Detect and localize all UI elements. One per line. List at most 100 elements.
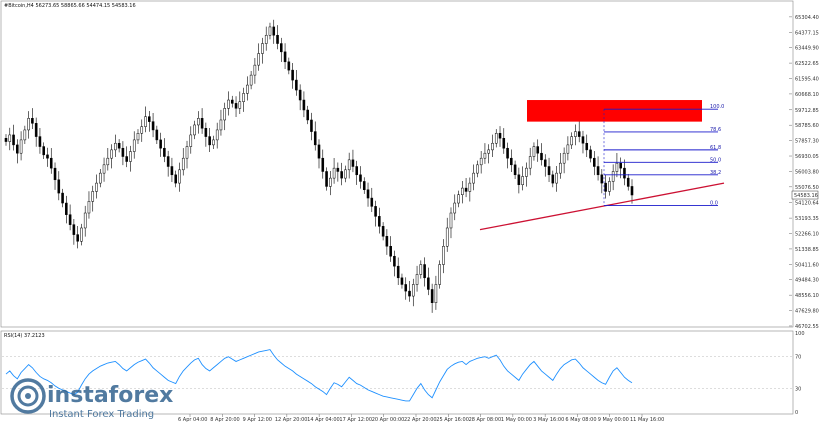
candle-body xyxy=(125,156,128,162)
candle-body xyxy=(581,136,585,144)
candle-body xyxy=(238,101,242,109)
instaforex-watermark: instaforex Instant Forex Trading xyxy=(10,378,173,420)
candle-body xyxy=(506,147,509,159)
y-tick-label: 52266.10 xyxy=(795,232,819,238)
y-tick-label: 53193.35 xyxy=(795,216,819,222)
candle-body xyxy=(562,152,566,164)
candle-body xyxy=(230,99,234,104)
candle-body xyxy=(110,149,113,159)
candle-body xyxy=(80,227,83,242)
candle-body xyxy=(170,166,174,176)
candle-body xyxy=(313,131,317,146)
candle-body xyxy=(532,146,536,157)
candle-body xyxy=(336,167,340,172)
candle-body xyxy=(442,245,445,265)
candle-body xyxy=(159,139,162,149)
current-price-label: 54583.16 xyxy=(794,193,818,199)
candle-body xyxy=(272,26,276,36)
candle-body xyxy=(630,186,634,196)
candle-body xyxy=(155,129,159,141)
candle-body xyxy=(551,174,555,184)
candle-body xyxy=(98,172,102,184)
candle-body xyxy=(415,274,419,285)
rsi-tick-label: 0 xyxy=(795,410,798,416)
current-price-tag xyxy=(791,190,819,200)
candle-body xyxy=(276,34,279,44)
fib-level-label: 61.8 xyxy=(710,145,721,151)
candle-body xyxy=(227,99,230,109)
candle-body xyxy=(528,156,532,169)
candle-body xyxy=(393,255,396,267)
candle-body xyxy=(83,212,87,229)
candle-body xyxy=(261,43,264,54)
candles-layer xyxy=(4,19,634,313)
y-tick-label: 59712.85 xyxy=(795,108,819,114)
candle-body xyxy=(212,139,215,146)
candle-body xyxy=(385,236,389,247)
candle-body xyxy=(445,227,449,247)
candle-body xyxy=(181,157,185,171)
candle-body xyxy=(268,26,272,36)
x-tick-label: 20 Apr 00:00 xyxy=(372,417,405,423)
candle-body xyxy=(479,157,483,166)
candle-body xyxy=(404,284,408,292)
y-tick-label: 46702.55 xyxy=(795,324,819,330)
candle-body xyxy=(197,118,200,126)
candle-body xyxy=(536,146,540,154)
rsi-tick-label: 30 xyxy=(795,386,801,392)
x-tick-label: 28 Apr 08:00 xyxy=(469,417,502,423)
watermark-brand: instaforex xyxy=(47,383,173,408)
candle-body xyxy=(457,194,460,204)
candle-body xyxy=(517,174,521,186)
x-tick-label: 12 Apr 20:00 xyxy=(275,417,308,423)
candle-body xyxy=(374,206,377,217)
candle-body xyxy=(23,129,27,141)
candle-body xyxy=(257,53,260,66)
candle-body xyxy=(381,226,385,237)
x-tick-label: 11 May 16:00 xyxy=(630,417,664,423)
y-tick-label: 60668.10 xyxy=(795,92,819,98)
candle-body xyxy=(95,182,98,192)
candle-body xyxy=(332,167,336,179)
y-tick-label: 47629.80 xyxy=(795,309,819,315)
candle-body xyxy=(38,136,42,147)
candle-body xyxy=(427,277,430,290)
candle-body xyxy=(151,121,155,131)
candle-body xyxy=(525,167,528,177)
candle-body xyxy=(310,119,313,132)
y-tick-label: 64377.15 xyxy=(795,30,819,36)
candle-body xyxy=(577,131,581,137)
candle-body xyxy=(189,134,193,147)
candle-body xyxy=(72,224,76,235)
candle-body xyxy=(494,133,498,144)
candle-body xyxy=(204,128,208,137)
candle-body xyxy=(329,177,332,187)
candle-body xyxy=(317,144,321,159)
candle-body xyxy=(464,187,468,192)
candle-body xyxy=(19,139,23,154)
candle-body xyxy=(208,136,211,146)
candle-body xyxy=(585,142,589,151)
candle-body xyxy=(600,174,604,184)
candle-body xyxy=(359,174,362,182)
candle-body xyxy=(295,79,298,91)
y-tick-label: 58785.60 xyxy=(795,123,819,129)
candle-body xyxy=(8,134,12,142)
candle-body xyxy=(174,174,177,184)
y-tick-label: 62522.65 xyxy=(795,61,819,67)
candle-body xyxy=(351,159,355,167)
candle-body xyxy=(306,109,309,121)
candle-body xyxy=(219,119,223,131)
y-tick-label: 56930.05 xyxy=(795,154,819,160)
candle-body xyxy=(408,290,411,297)
candle-body xyxy=(215,129,219,141)
candle-body xyxy=(472,172,475,184)
time-axis: 6 Apr 04:00 8 Apr 20:00 9 Apr 12:00 12 Apr … xyxy=(178,414,664,423)
candle-body xyxy=(65,202,68,215)
candle-body xyxy=(117,142,121,149)
candle-body xyxy=(34,123,38,137)
candle-body xyxy=(476,164,479,174)
candle-body xyxy=(148,116,151,122)
candle-body xyxy=(344,169,347,179)
candle-body xyxy=(547,166,551,176)
